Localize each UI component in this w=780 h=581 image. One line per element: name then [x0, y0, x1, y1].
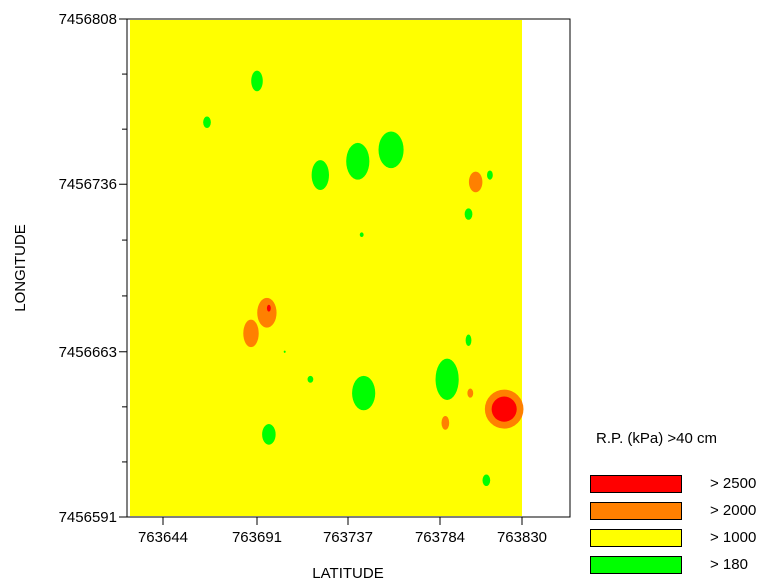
- zone-11: [352, 375, 376, 411]
- legend-item: > 180: [590, 556, 780, 576]
- legend-swatch: [590, 475, 682, 493]
- legend-swatch: [590, 529, 682, 547]
- x-tick-label: 763691: [232, 529, 282, 546]
- zone-8: [465, 334, 472, 347]
- y-tick-label: 7456736: [59, 176, 117, 193]
- zone-16: [257, 297, 277, 328]
- legend-label: > 2000: [710, 502, 757, 519]
- zone-7: [359, 232, 364, 238]
- x-axis-title: LATITUDE: [312, 565, 383, 581]
- zone-0: [251, 70, 263, 92]
- x-tick-label: 763644: [138, 529, 188, 546]
- zone-3: [346, 142, 370, 180]
- y-tick-label: 7456591: [59, 509, 117, 526]
- legend-label: > 1000: [710, 529, 757, 546]
- y-axis: 7456808 7456736 7456663 7456591: [59, 11, 127, 526]
- legend-item: > 2000: [590, 502, 780, 522]
- legend-label: > 2500: [710, 475, 757, 492]
- zone-9: [283, 350, 286, 353]
- x-axis: 763644 763691 763737 763784 763830: [138, 517, 547, 546]
- zone-background-gt-1000: [130, 20, 522, 516]
- zone-1: [203, 116, 211, 129]
- legend-item: > 2500: [590, 475, 780, 495]
- x-tick-label: 763830: [497, 529, 547, 546]
- zone-12: [307, 375, 314, 383]
- zone-17: [243, 319, 259, 348]
- x-tick-label: 763784: [415, 529, 465, 546]
- zone-5: [487, 170, 493, 180]
- y-axis-title: LONGITUDE: [12, 224, 29, 312]
- legend-swatch: [590, 502, 682, 520]
- zone-22: [266, 304, 271, 312]
- zone-2: [378, 131, 404, 169]
- zone-13: [262, 424, 276, 445]
- zone-18: [467, 388, 474, 398]
- zone-6: [464, 208, 473, 220]
- zone-10: [435, 358, 459, 400]
- zone-20: [441, 416, 450, 430]
- zone-4: [311, 160, 329, 190]
- y-tick-label: 7456808: [59, 11, 117, 28]
- zones-layer: [203, 70, 524, 487]
- zone-21: [491, 396, 517, 422]
- legend-swatch: [590, 556, 682, 574]
- legend-title: R.P. (kPa) >40 cm: [596, 430, 718, 447]
- legend-label: > 180: [710, 556, 748, 573]
- zone-14: [482, 474, 491, 487]
- x-tick-label: 763737: [323, 529, 373, 546]
- y-tick-label: 7456663: [59, 344, 117, 361]
- zone-15: [468, 171, 483, 193]
- legend-item: > 1000: [590, 529, 780, 549]
- legend: R.P. (kPa) >40 cm > 2500 > 2000 > 1000 > 18…: [590, 430, 780, 580]
